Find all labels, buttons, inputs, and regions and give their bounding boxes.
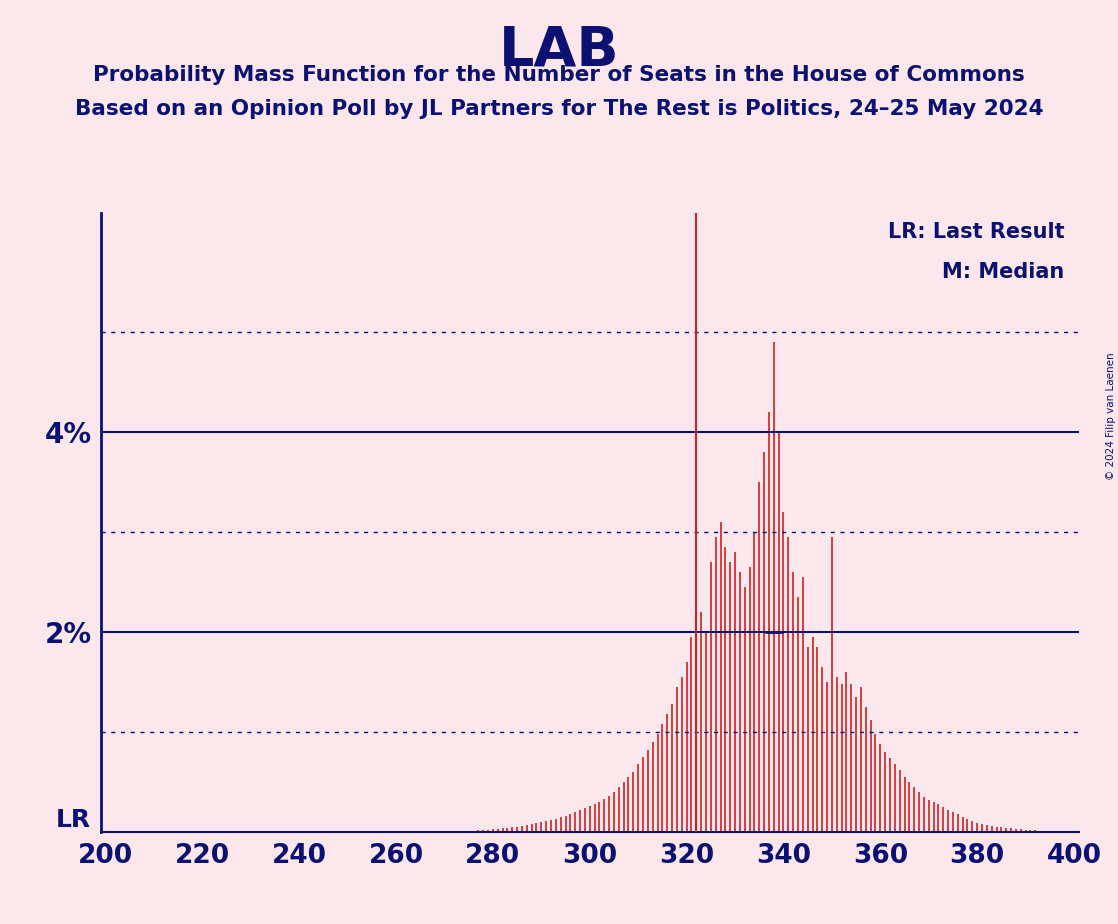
Text: M: Median: M: Median bbox=[942, 262, 1064, 282]
Text: LAB: LAB bbox=[499, 23, 619, 77]
Text: Based on an Opinion Poll by JL Partners for The Rest is Politics, 24–25 May 2024: Based on an Opinion Poll by JL Partners … bbox=[75, 99, 1043, 119]
Text: LR: LR bbox=[56, 808, 91, 832]
Text: Probability Mass Function for the Number of Seats in the House of Commons: Probability Mass Function for the Number… bbox=[93, 65, 1025, 85]
Text: LR: Last Result: LR: Last Result bbox=[888, 222, 1064, 242]
Text: © 2024 Filip van Laenen: © 2024 Filip van Laenen bbox=[1106, 352, 1116, 480]
